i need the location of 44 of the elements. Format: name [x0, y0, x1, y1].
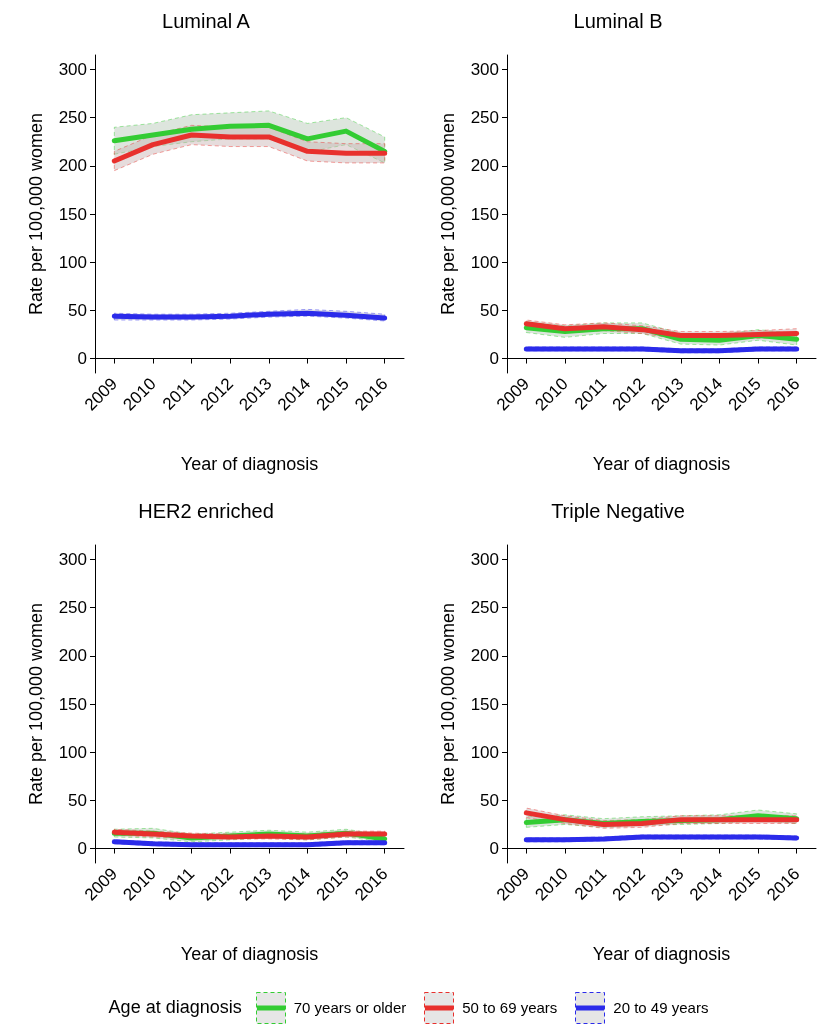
y-tick-label: 50 — [480, 300, 499, 320]
y-tick-label: 250 — [470, 108, 499, 128]
y-tick-label: 50 — [68, 790, 87, 810]
y-tick-label: 300 — [470, 549, 499, 569]
chart-title: Triple Negative — [551, 500, 685, 522]
y-tick-label: 150 — [470, 694, 499, 714]
x-axis-title: Year of diagnosis — [592, 454, 731, 474]
y-tick-label: 250 — [470, 598, 499, 618]
y-tick-label: 100 — [470, 742, 499, 762]
legend-label: 50 to 69 years — [462, 999, 558, 1016]
y-tick-label: 100 — [470, 252, 499, 272]
y-tick-label: 150 — [470, 204, 499, 224]
y-tick-label: 100 — [58, 742, 87, 762]
y-tick-label: 200 — [470, 156, 499, 176]
y-tick-label: 300 — [58, 549, 87, 569]
y-tick-label: 50 — [68, 300, 87, 320]
x-axis-title: Year of diagnosis — [180, 454, 319, 474]
y-tick-label: 100 — [58, 252, 87, 272]
y-tick-label: 200 — [470, 646, 499, 666]
y-tick-label: 150 — [58, 694, 87, 714]
y-tick-label: 0 — [77, 839, 87, 859]
chart-title: Luminal B — [573, 10, 663, 32]
y-tick-label: 50 — [480, 790, 499, 810]
y-axis-title: Rate per 100,000 women — [438, 112, 458, 316]
y-tick-label: 200 — [58, 646, 87, 666]
chart-title: Luminal A — [162, 10, 251, 32]
y-axis-title: Rate per 100,000 women — [438, 602, 458, 806]
y-tick-label: 0 — [489, 839, 499, 859]
x-axis-title: Year of diagnosis — [180, 944, 319, 964]
x-axis-title: Year of diagnosis — [592, 944, 731, 964]
y-axis-title: Rate per 100,000 women — [26, 112, 46, 316]
y-tick-label: 300 — [58, 59, 87, 79]
y-tick-label: 300 — [470, 59, 499, 79]
legend-label: 20 to 49 years — [613, 999, 709, 1016]
y-tick-label: 250 — [58, 598, 87, 618]
y-tick-label: 200 — [58, 156, 87, 176]
y-tick-label: 0 — [77, 349, 87, 369]
chart-title: HER2 enriched — [138, 500, 274, 522]
legend-title: Age at diagnosis — [108, 997, 242, 1018]
y-axis-title: Rate per 100,000 women — [26, 602, 46, 806]
y-tick-label: 0 — [489, 349, 499, 369]
legend-label: 70 years or older — [293, 999, 407, 1016]
y-tick-label: 250 — [58, 108, 87, 128]
y-tick-label: 150 — [58, 204, 87, 224]
